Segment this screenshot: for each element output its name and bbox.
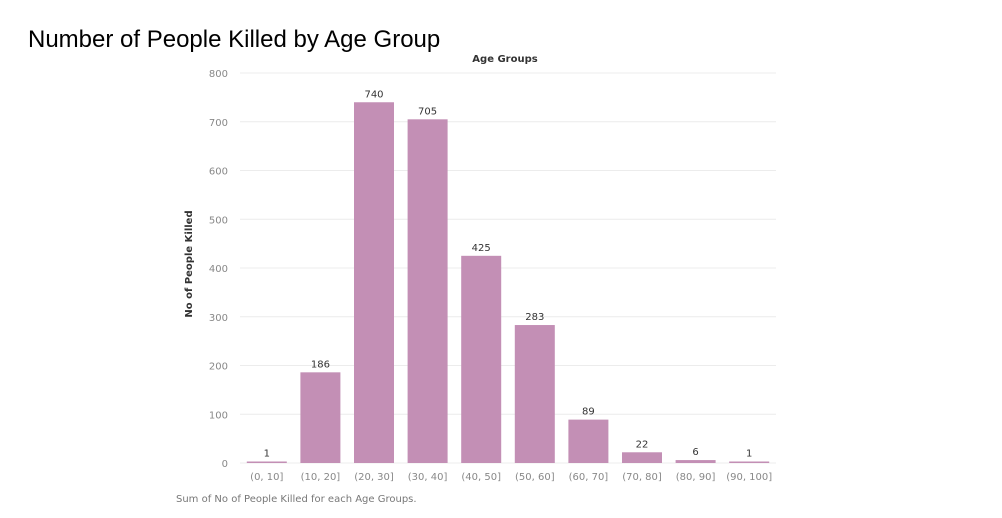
data-label: 425	[472, 243, 491, 254]
data-label: 89	[582, 407, 595, 418]
data-label: 186	[311, 359, 330, 370]
y-tick-label: 100	[209, 410, 228, 421]
x-tick-label: (10, 20]	[301, 472, 341, 483]
bar[interactable]	[514, 325, 555, 463]
y-tick-label: 200	[209, 362, 228, 373]
data-label: 6	[692, 447, 698, 458]
chart-title: Number of People Killed by Age Group	[28, 26, 441, 53]
x-axis-title: Age Groups	[472, 54, 537, 65]
x-tick-label: (30, 40]	[408, 472, 448, 483]
bar[interactable]	[729, 461, 770, 464]
bars	[246, 102, 770, 464]
y-tick-label: 800	[209, 69, 228, 80]
data-label: 740	[364, 89, 383, 100]
data-label: 22	[636, 439, 649, 450]
bar[interactable]	[568, 419, 609, 463]
x-tick-label: (90, 100]	[726, 472, 772, 483]
data-label: 1	[264, 449, 270, 460]
y-tick-label: 400	[209, 264, 228, 275]
x-tick-label: (0, 10]	[250, 472, 283, 483]
y-tick-label: 0	[222, 459, 228, 470]
x-tick-label: (70, 80]	[622, 472, 662, 483]
data-label: 705	[418, 106, 437, 117]
y-tick-label: 600	[209, 167, 228, 178]
bar[interactable]	[622, 452, 662, 463]
x-tick-label: (60, 70]	[569, 472, 609, 483]
bar[interactable]	[461, 255, 502, 463]
y-tick-label: 300	[209, 313, 228, 324]
y-tick-label: 500	[209, 215, 228, 226]
x-tick-label: (80, 90]	[676, 472, 716, 483]
data-label: 283	[525, 312, 544, 323]
y-tick-label: 700	[209, 118, 228, 129]
bar[interactable]	[246, 461, 287, 464]
data-label: 1	[746, 449, 752, 460]
x-tick-label: (40, 50]	[461, 472, 501, 483]
x-axis-ticks: (0, 10] (10, 20] (20, 30] (30, 40] (40, 50] (…	[250, 472, 772, 483]
bar[interactable]	[300, 372, 341, 463]
y-axis-ticks: 0 100 200 300 400 500 600 700 800	[209, 69, 228, 470]
x-tick-label: (50, 60]	[515, 472, 555, 483]
x-tick-label: (20, 30]	[354, 472, 394, 483]
bar[interactable]	[407, 119, 448, 463]
bar[interactable]	[354, 102, 394, 463]
bar[interactable]	[675, 460, 716, 463]
y-axis-title: No of People Killed	[184, 210, 195, 317]
chart-footnote: Sum of No of People Killed for each Age …	[176, 494, 417, 505]
data-labels: 1 186 740 705 425 283 89 22 6 1	[264, 89, 753, 459]
